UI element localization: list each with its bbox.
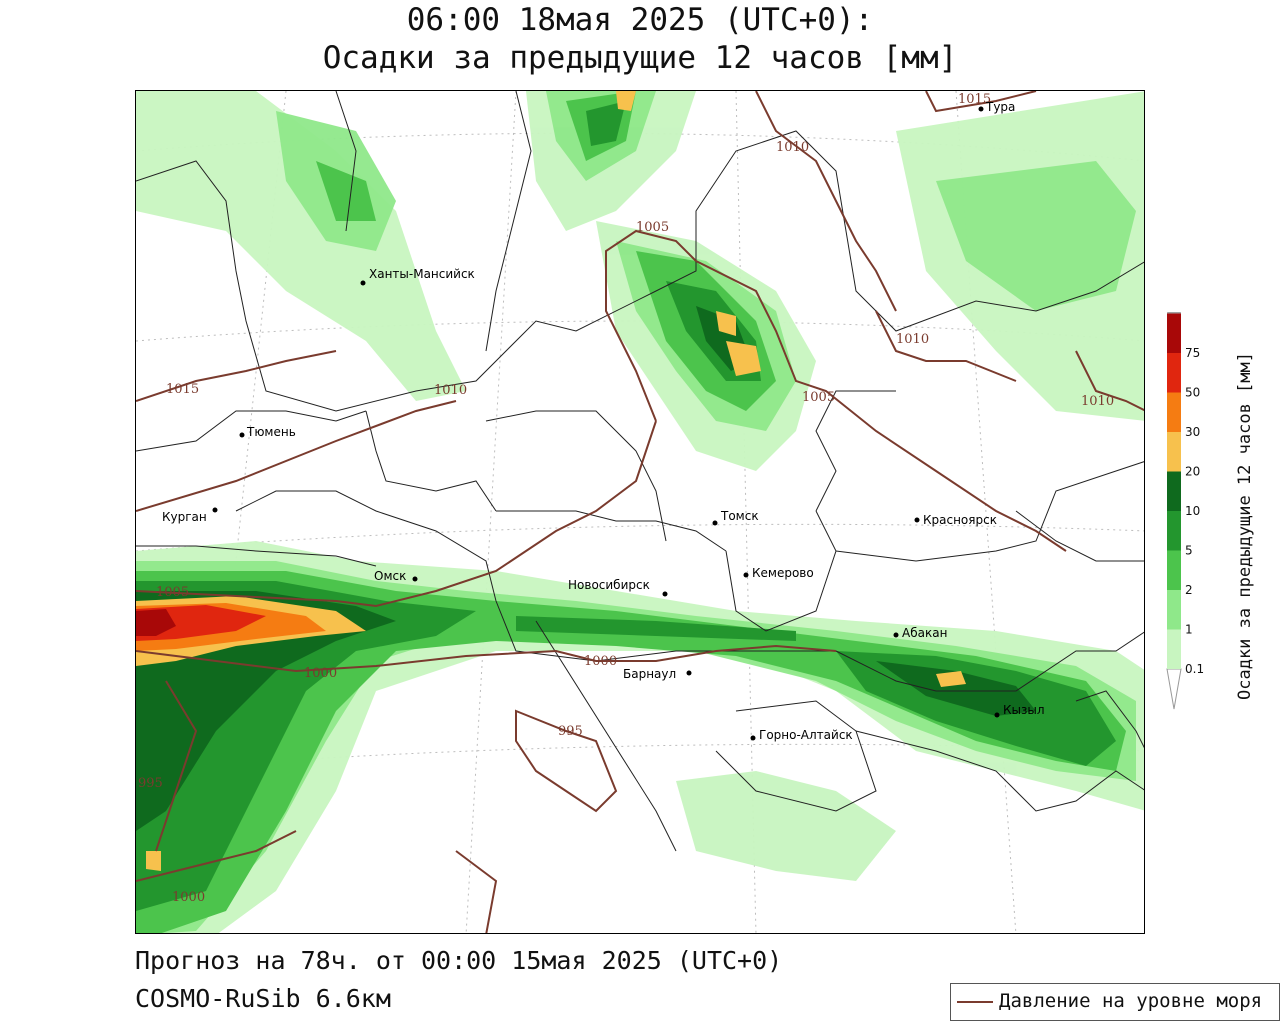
city-khanty-mansiysk: Ханты-Мансийск — [360, 267, 475, 286]
isobar-label: 1015 — [166, 382, 199, 397]
city-tyumen: Тюмень — [239, 425, 296, 439]
colorbar-tick-label: 30 — [1185, 425, 1200, 439]
isobar-label: 1000 — [172, 890, 205, 905]
city-label: Курган — [162, 510, 207, 524]
isobar-legend: Давление на уровне моря — [950, 983, 1280, 1021]
isobar-label: 995 — [138, 776, 163, 791]
colorbar-block — [1167, 511, 1181, 551]
colorbar-upper-extension — [1167, 312, 1181, 314]
isobars — [136, 91, 1144, 933]
map-title-variable: Осадки за предыдущие 12 часов [мм] — [322, 40, 958, 76]
city-omsk: Омск — [374, 569, 418, 583]
city-krasnoyarsk: Красноярск — [914, 513, 997, 527]
city-label: Омск — [374, 569, 406, 583]
isobar-label: 1000 — [304, 666, 337, 681]
colorbar-tick-label: 2 — [1185, 583, 1193, 597]
colorbar-tick-label: 20 — [1185, 465, 1200, 479]
city-tura: Тура — [978, 100, 1015, 114]
colorbar-block — [1167, 590, 1181, 630]
city-novosibirsk: Новосибирск — [568, 578, 668, 597]
colorbar-block — [1167, 313, 1181, 353]
city-barnaul: Барнаул — [623, 667, 692, 681]
city-label: Абакан — [902, 626, 947, 640]
colorbar-block — [1167, 471, 1181, 511]
precip-75mm — [136, 609, 176, 636]
precip-colorbar: 0.1 1 2 5 10 20 30 50 75 — [1166, 312, 1204, 710]
city-label: Новосибирск — [568, 578, 650, 592]
colorbar-tick-label: 75 — [1185, 346, 1200, 360]
city-label: Тура — [985, 100, 1015, 114]
city-gorno-altaysk: Горно-Алтайск — [750, 728, 853, 742]
isobar-label: 1005 — [636, 220, 669, 235]
isobar-label: 1015 — [958, 92, 991, 107]
isobar-legend-line — [957, 1001, 993, 1003]
colorbar-blocks — [1166, 312, 1182, 710]
model-name: COSMO-RuSib 6.6км — [135, 984, 391, 1013]
city-kurgan: Курган — [162, 507, 218, 524]
colorbar-tick-label: 1 — [1185, 623, 1193, 637]
map-title-time: 06:00 18мая 2025 (UTC+0): — [406, 2, 874, 38]
forecast-info: Прогноз на 78ч. от 00:00 15мая 2025 (UTC… — [135, 946, 783, 975]
city-kemerovo: Кемерово — [743, 566, 814, 580]
isobar-label: 995 — [558, 724, 583, 739]
colorbar-labels: 0.1 1 2 5 10 20 30 50 75 — [1185, 346, 1204, 676]
city-label: Кемерово — [752, 566, 814, 580]
city-abakan: Абакан — [893, 626, 947, 640]
precipitation-map: 1015 1010 1010 1010 1010 1015 1005 1005 … — [135, 90, 1145, 934]
city-tomsk: Томск — [712, 509, 759, 526]
city-label: Томск — [720, 509, 759, 523]
isobar-label: 1000 — [584, 654, 617, 669]
isobar-label: 1005 — [156, 585, 189, 600]
colorbar-lower-extension — [1166, 668, 1182, 710]
city-label: Тюмень — [246, 425, 296, 439]
city-label: Ханты-Мансийск — [369, 267, 475, 281]
colorbar-block — [1167, 629, 1181, 669]
cities: Ханты-Мансийск Тюмень Курган Омск Новоси… — [162, 100, 1045, 742]
isobar-label: 1010 — [896, 332, 929, 347]
isobar-label: 1005 — [802, 390, 835, 405]
admin-borders — [136, 91, 1144, 852]
city-label: Красноярск — [923, 513, 997, 527]
colorbar-block — [1167, 432, 1181, 472]
colorbar-title: Осадки за предыдущие 12 часов [мм] — [1235, 352, 1255, 700]
colorbar-tick-label: 5 — [1185, 544, 1193, 558]
isobar-label: 1010 — [776, 140, 809, 155]
map-canvas: 1015 1010 1010 1010 1010 1015 1005 1005 … — [136, 91, 1144, 933]
isobar-legend-label: Давление на уровне моря — [999, 990, 1263, 1012]
colorbar-tick-label: 0.1 — [1185, 662, 1204, 676]
city-label: Кызыл — [1003, 703, 1045, 717]
city-label: Барнаул — [623, 667, 676, 681]
colorbar-tick-label: 10 — [1185, 504, 1200, 518]
city-label: Горно-Алтайск — [759, 728, 853, 742]
colorbar-tick-label: 50 — [1185, 386, 1200, 400]
colorbar-block — [1167, 392, 1181, 432]
colorbar-block — [1167, 353, 1181, 393]
city-kyzyl: Кызыл — [994, 703, 1045, 718]
isobar-label: 1010 — [434, 383, 467, 398]
isobar-label: 1010 — [1081, 394, 1114, 409]
colorbar-block — [1167, 550, 1181, 590]
